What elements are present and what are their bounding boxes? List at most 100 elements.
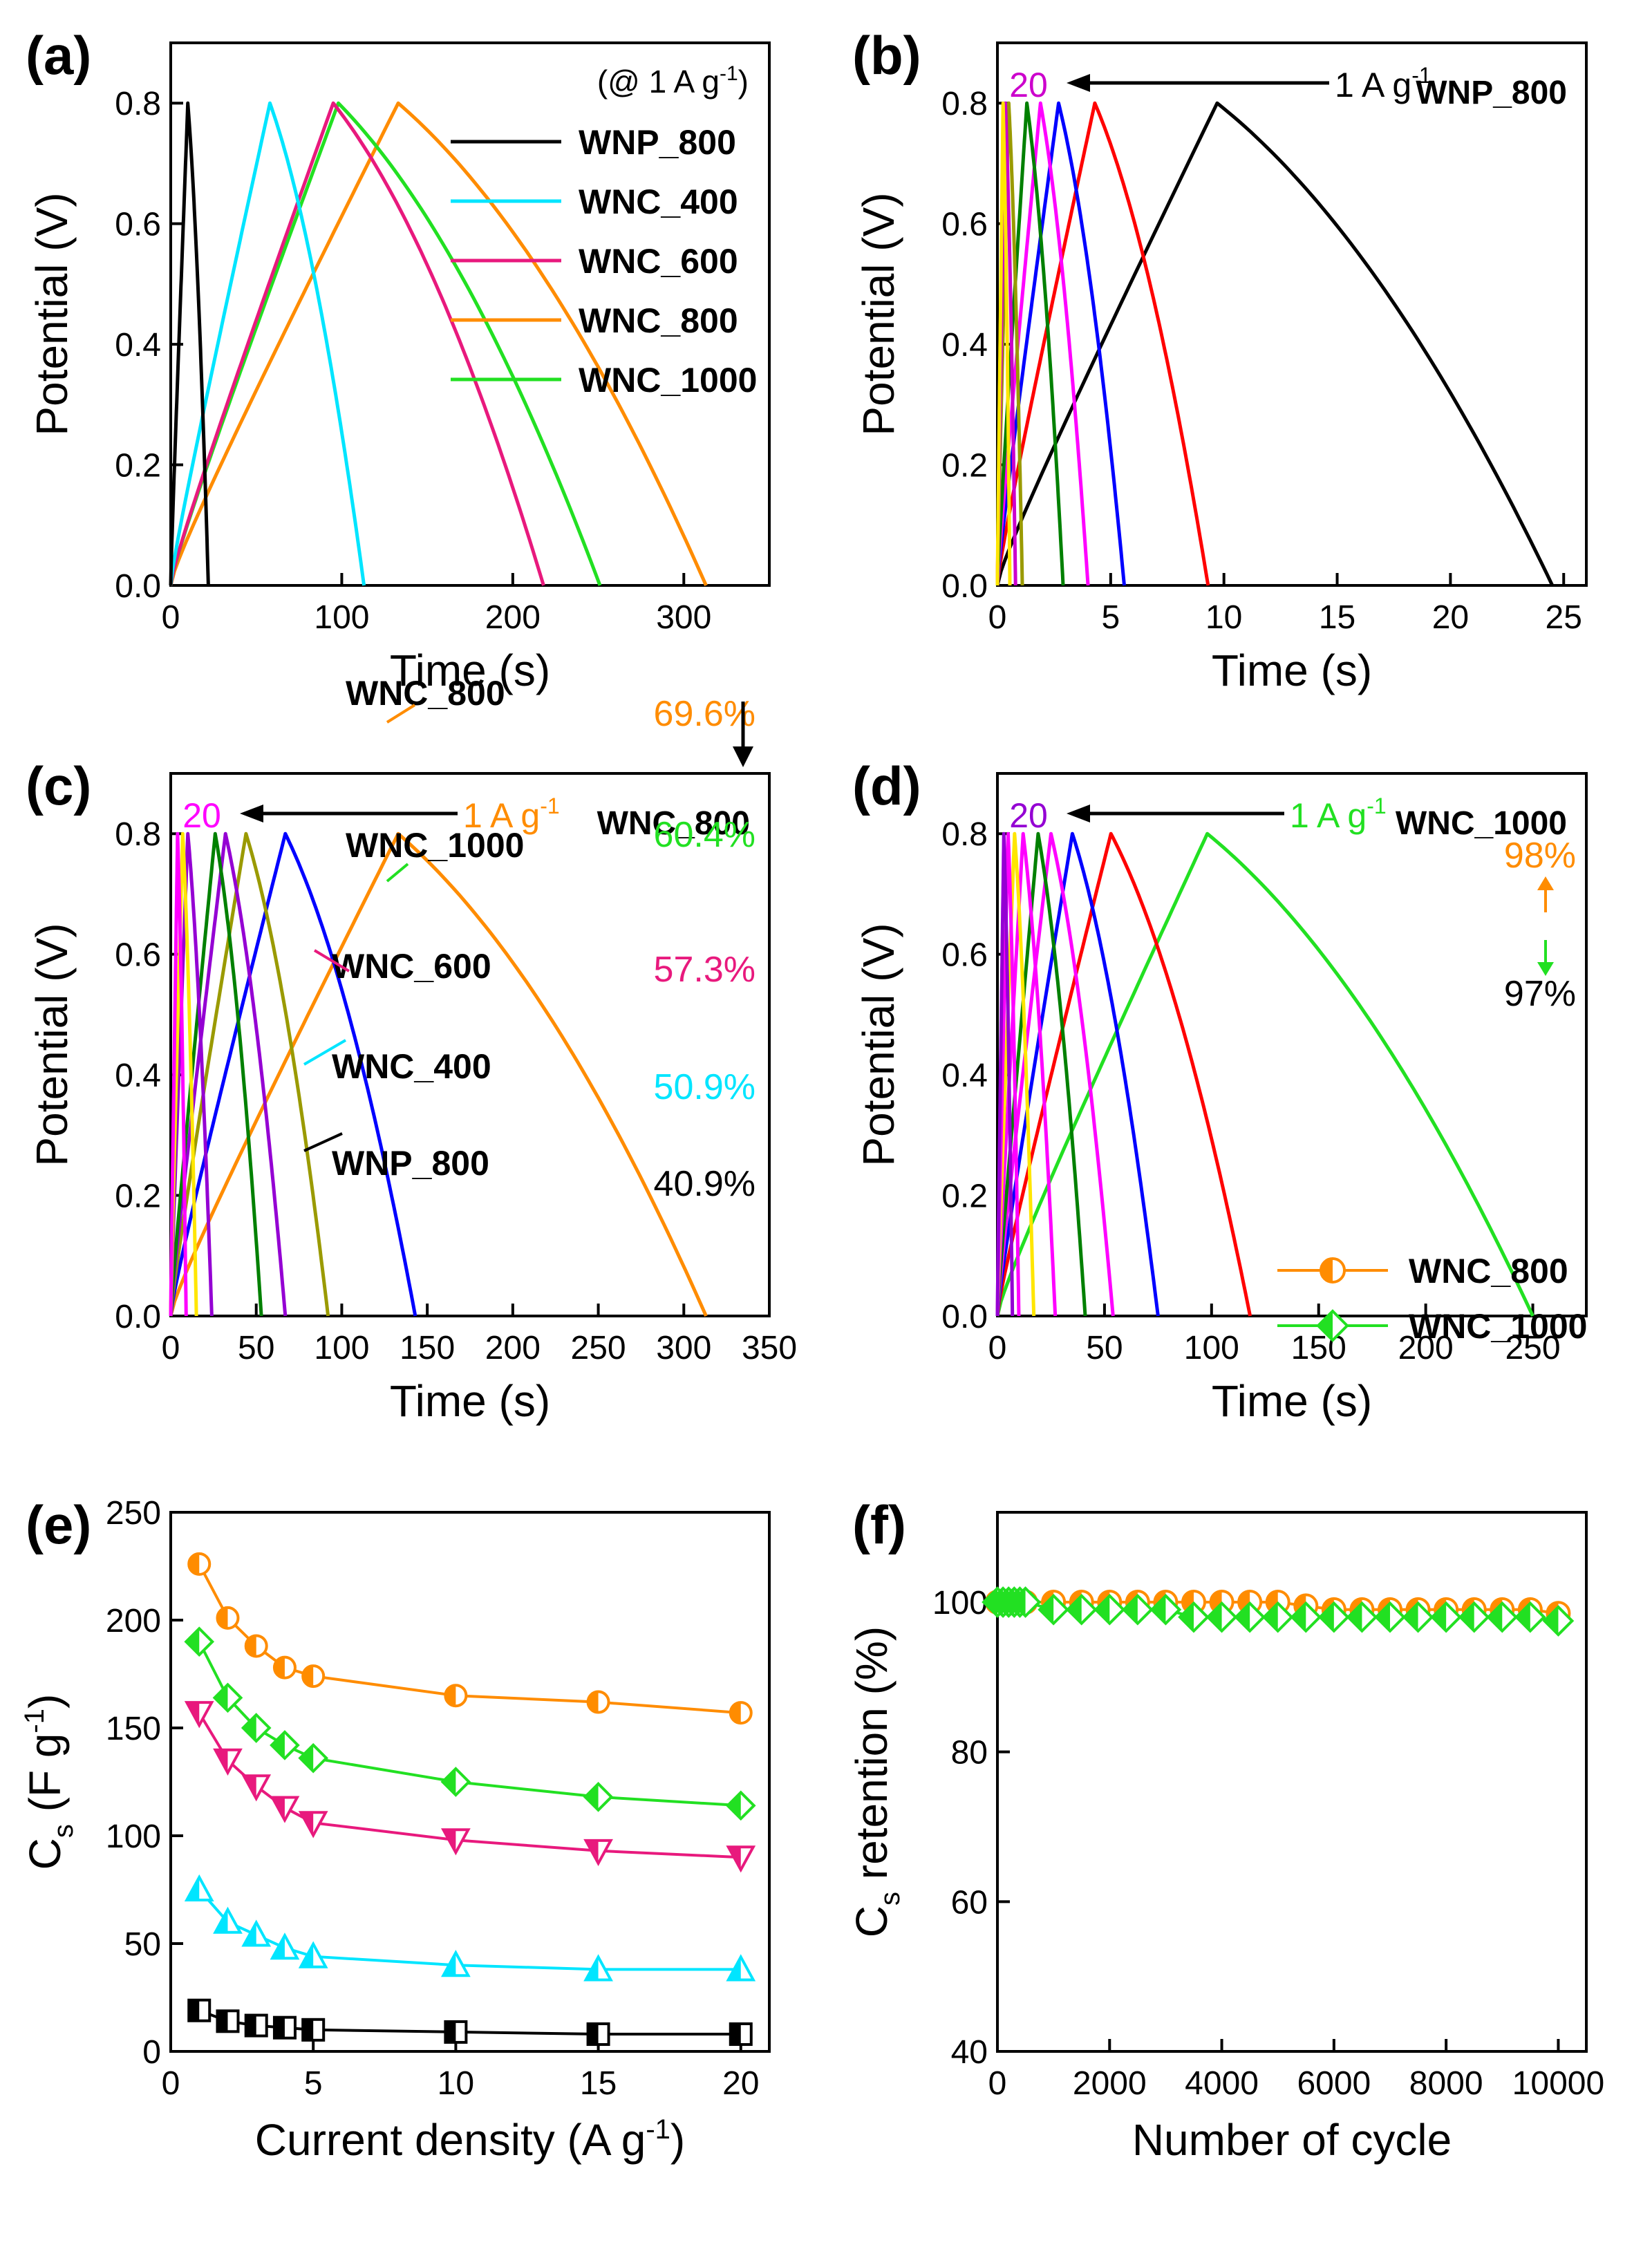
series-line-1-A-g-1 xyxy=(995,831,1534,1317)
x-axis-label-text: Current density (A g xyxy=(255,2115,646,2165)
x-axis-label-sup: -1 xyxy=(646,2114,670,2145)
x-tick-label: 0 xyxy=(988,599,1007,636)
data-point-fill xyxy=(215,1749,228,1773)
data-point-fill xyxy=(1321,1259,1333,1282)
data-point-fill xyxy=(271,1731,285,1758)
x-tick-label: 0 xyxy=(162,2065,180,2102)
panel-label: (d) xyxy=(852,755,921,816)
legend-title: (@ 1 A g-1) xyxy=(597,62,749,100)
annotation-high-text: 1 A g xyxy=(1335,66,1411,104)
annotation-high-text: 1 A g xyxy=(463,796,540,835)
panel-c: 0 50 100 150 200 250 300 350 0.0 0.2 0.4 0.6 0.8 (c) T… xyxy=(26,755,797,1426)
data-point-fill xyxy=(443,1830,456,1853)
data-point-fill xyxy=(274,1657,285,1678)
x-tick-label: 150 xyxy=(400,1330,455,1366)
y-tick-label: 100 xyxy=(106,1818,161,1855)
pointer-arrow xyxy=(303,1132,343,1152)
series-line-2-A-g-1 xyxy=(995,831,1160,1317)
series-line-2-A-g-1 xyxy=(169,831,417,1317)
y-axis-label-close: ) xyxy=(20,1694,70,1709)
data-point-fill xyxy=(243,1715,256,1741)
y-axis-label: Cs (F g-1) xyxy=(19,1694,79,1870)
y-tick-label: 50 xyxy=(124,1926,161,1963)
annotation-arrow-head xyxy=(1067,805,1090,822)
plot-frame xyxy=(996,41,1588,587)
x-tick-label: 25 xyxy=(1546,599,1582,636)
x-axis-label: Time (s) xyxy=(390,1376,550,1426)
y-tick-label: 0.6 xyxy=(115,937,161,974)
x-tick-label: 50 xyxy=(1086,1330,1123,1366)
y-tick-label: 100 xyxy=(932,1585,988,1621)
panel-label: (a) xyxy=(26,25,91,86)
panel-f: 0 2000 4000 6000 8000 10000406080100(f)Number… xyxy=(847,836,1604,2165)
y-tick-label: 0.2 xyxy=(941,1178,988,1215)
data-point-fill xyxy=(217,2011,228,2032)
data-point-fill xyxy=(1348,1603,1362,1631)
x-axis-label: Time (s) xyxy=(390,646,550,695)
y-tick-label: 250 xyxy=(106,1495,161,1532)
y-axis-label: Potential (V) xyxy=(854,923,903,1166)
data-point-fill xyxy=(1404,1603,1418,1631)
series-line-1-A-g-1 xyxy=(169,831,708,1317)
series-line-WNC-800 xyxy=(169,101,708,587)
series-line-5-A-g-1 xyxy=(995,831,1058,1317)
plot-frame xyxy=(996,772,1588,1317)
data-point-fill xyxy=(588,1691,599,1713)
final-retention-label: 98% xyxy=(1504,836,1576,876)
x-tick-label: 300 xyxy=(656,1330,711,1366)
y-tick-label: 0.6 xyxy=(941,937,988,974)
data-point-fill xyxy=(1320,1603,1334,1631)
x-axis-label-close: ) xyxy=(670,2115,685,2165)
data-point-fill xyxy=(1264,1603,1278,1631)
plot-frame xyxy=(169,1511,771,2053)
legend-title-text: (@ 1 A g xyxy=(597,64,720,100)
y-axis-label: Potential (V) xyxy=(27,192,77,435)
data-point-fill xyxy=(1318,1311,1333,1340)
data-point-fill xyxy=(243,1922,256,1946)
y-tick-label: 200 xyxy=(106,1603,161,1639)
y-tick-label: 150 xyxy=(106,1711,161,1747)
data-point-fill xyxy=(585,1783,599,1810)
legend-title-close: ) xyxy=(738,64,749,100)
annotation-low-label: 20 xyxy=(1009,66,1048,104)
data-point-fill xyxy=(300,1745,314,1771)
annotation-low-label: 20 xyxy=(182,796,221,835)
data-point-fill xyxy=(1123,1595,1138,1624)
x-tick-label: 200 xyxy=(1398,1330,1454,1366)
data-point-fill xyxy=(588,2024,599,2045)
annotation-high-label: 1 A g-1 xyxy=(1290,793,1387,835)
series-label: WNC_400 xyxy=(332,1047,491,1086)
panel-label: (c) xyxy=(26,755,91,816)
plot-frame xyxy=(169,41,771,587)
x-tick-label: 0 xyxy=(988,2065,1007,2102)
data-point-fill xyxy=(1096,1595,1110,1624)
x-tick-label: 15 xyxy=(580,2065,617,2102)
annotation-arrow-head xyxy=(240,805,263,822)
legend-label: WNC_1000 xyxy=(1409,1307,1587,1346)
y-axis-label-main: C xyxy=(847,1906,897,1937)
y-tick-label: 40 xyxy=(951,2034,988,2071)
y-axis-label-sub: s xyxy=(48,1824,79,1838)
annotation-high-sup: -1 xyxy=(1367,793,1386,818)
y-tick-label: 0.8 xyxy=(115,86,161,122)
y-axis-label-main: C xyxy=(20,1838,70,1870)
y-axis-label: Potential (V) xyxy=(854,192,903,435)
data-point-fill xyxy=(1376,1603,1390,1631)
y-axis-label-sub: s xyxy=(875,1892,905,1906)
panel-label: (e) xyxy=(26,1494,91,1555)
y-tick-label: 60 xyxy=(951,1884,988,1921)
annotation-low-label: 20 xyxy=(1009,796,1048,835)
retention-label: 50.9% xyxy=(654,1067,755,1107)
series-line-20-A-g-1 xyxy=(169,831,188,1317)
y-tick-label: 0.0 xyxy=(115,568,161,605)
y-axis-label: Potential (V) xyxy=(27,923,77,1166)
data-point-fill xyxy=(186,1628,200,1655)
x-tick-label: 50 xyxy=(238,1330,274,1366)
retention-arrow-head xyxy=(733,746,753,767)
data-point-fill xyxy=(730,1702,741,1724)
data-point-fill xyxy=(1067,1595,1082,1624)
panel-label: (f) xyxy=(852,1494,906,1555)
x-tick-label: 10 xyxy=(438,2065,474,2102)
